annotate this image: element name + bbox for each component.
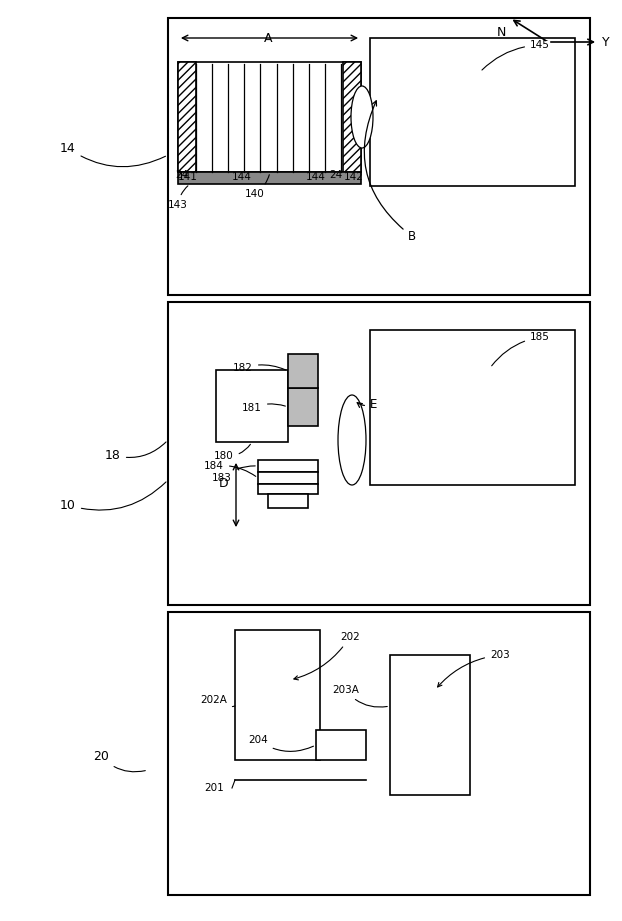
Text: 180: 180 bbox=[214, 444, 251, 461]
Bar bbox=[178, 62, 361, 172]
Text: 10: 10 bbox=[60, 482, 166, 511]
Text: 20: 20 bbox=[93, 750, 146, 772]
Ellipse shape bbox=[351, 86, 373, 148]
Bar bbox=[288, 354, 318, 388]
Text: 24: 24 bbox=[330, 170, 343, 180]
Bar bbox=[316, 730, 366, 760]
Text: 185: 185 bbox=[491, 332, 550, 366]
Text: 203A: 203A bbox=[332, 685, 388, 707]
Ellipse shape bbox=[338, 395, 366, 485]
Text: E: E bbox=[357, 398, 378, 411]
Text: 141: 141 bbox=[178, 172, 198, 182]
Text: 18: 18 bbox=[105, 442, 166, 461]
Text: 201: 201 bbox=[204, 783, 224, 793]
Text: 204: 204 bbox=[248, 735, 313, 752]
Bar bbox=[343, 62, 361, 172]
Text: A: A bbox=[264, 31, 272, 44]
Bar bbox=[216, 370, 288, 442]
Text: D: D bbox=[219, 476, 229, 489]
Bar bbox=[178, 172, 361, 184]
Bar bbox=[235, 630, 320, 760]
Text: 142: 142 bbox=[344, 172, 364, 182]
Text: 145: 145 bbox=[482, 40, 550, 70]
Bar bbox=[258, 472, 318, 484]
Text: 183: 183 bbox=[212, 466, 255, 483]
Bar bbox=[168, 302, 590, 605]
Text: 144: 144 bbox=[306, 172, 326, 182]
Text: Y: Y bbox=[602, 36, 610, 49]
Bar bbox=[370, 38, 575, 186]
Text: B: B bbox=[364, 100, 416, 243]
Bar bbox=[178, 62, 196, 172]
Bar bbox=[268, 494, 308, 508]
Text: 140: 140 bbox=[245, 175, 269, 199]
Text: N: N bbox=[496, 26, 506, 39]
Bar bbox=[168, 612, 590, 895]
Text: 143: 143 bbox=[168, 186, 188, 210]
Text: 14: 14 bbox=[60, 142, 165, 167]
Text: 202: 202 bbox=[294, 632, 360, 680]
Bar bbox=[288, 388, 318, 426]
Bar bbox=[168, 18, 590, 295]
Bar bbox=[258, 484, 318, 494]
Text: 181: 181 bbox=[242, 403, 285, 413]
Text: 184: 184 bbox=[204, 461, 256, 476]
Bar bbox=[258, 460, 318, 472]
Text: 202A: 202A bbox=[200, 695, 235, 706]
Text: 182: 182 bbox=[233, 363, 285, 373]
Text: 24: 24 bbox=[175, 170, 188, 180]
Bar bbox=[390, 655, 470, 795]
Bar bbox=[370, 330, 575, 485]
Text: 144: 144 bbox=[232, 172, 252, 182]
Text: 203: 203 bbox=[438, 650, 510, 687]
